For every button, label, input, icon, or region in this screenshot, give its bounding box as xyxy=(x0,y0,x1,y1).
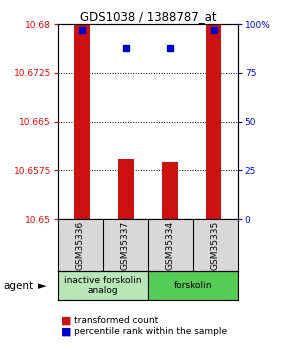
Bar xyxy=(162,162,177,219)
Text: GSM35337: GSM35337 xyxy=(121,220,130,269)
Text: forskolin: forskolin xyxy=(174,281,212,290)
Text: GSM35336: GSM35336 xyxy=(76,220,85,269)
Text: ►: ► xyxy=(38,281,46,290)
Text: agent: agent xyxy=(3,281,33,290)
Text: inactive forskolin
analog: inactive forskolin analog xyxy=(64,276,142,295)
Bar xyxy=(58,271,148,300)
Bar xyxy=(148,271,238,300)
Text: GSM35335: GSM35335 xyxy=(211,220,220,269)
Bar xyxy=(118,159,134,219)
Title: GDS1038 / 1388787_at: GDS1038 / 1388787_at xyxy=(79,10,216,23)
Text: ■: ■ xyxy=(61,326,71,336)
Text: GSM35334: GSM35334 xyxy=(166,220,175,269)
Text: percentile rank within the sample: percentile rank within the sample xyxy=(74,327,227,336)
Bar xyxy=(75,24,90,219)
Bar xyxy=(206,24,221,219)
Text: transformed count: transformed count xyxy=(74,316,158,325)
Text: ■: ■ xyxy=(61,315,71,325)
